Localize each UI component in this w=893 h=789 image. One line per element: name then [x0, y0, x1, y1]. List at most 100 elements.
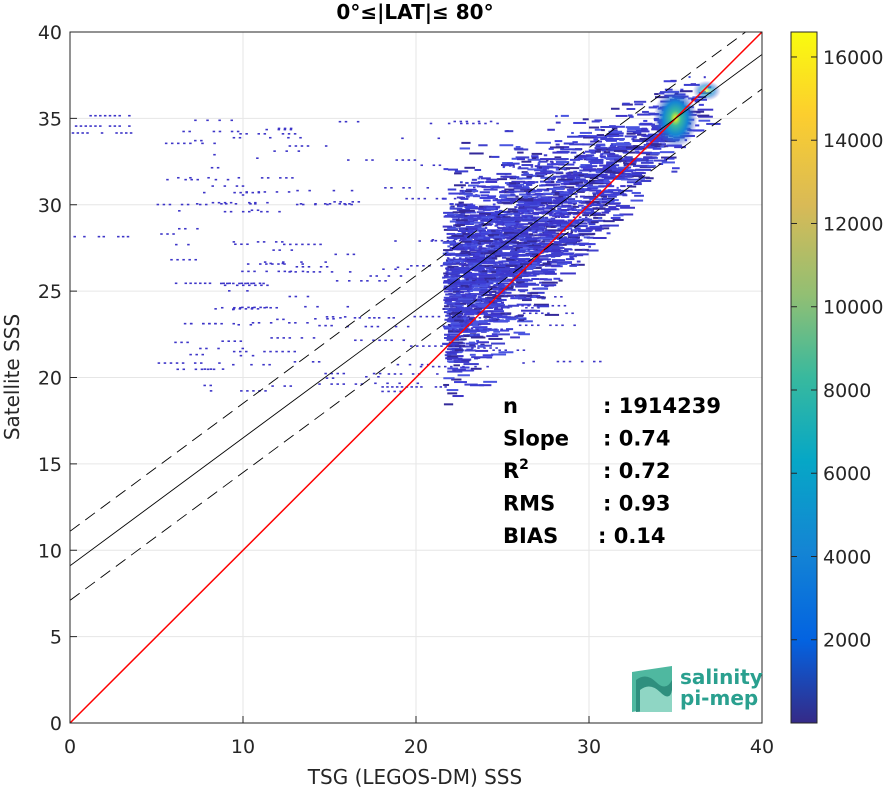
density-bin: [639, 177, 646, 180]
density-bin: [447, 392, 458, 395]
density-bin: [551, 163, 565, 166]
density-bin: [244, 282, 247, 285]
density-bin: [507, 234, 513, 237]
density-bin: [475, 349, 489, 352]
density-bin: [426, 187, 430, 189]
density-bin: [551, 208, 556, 211]
density-bin: [289, 385, 293, 387]
density-bin: [640, 161, 654, 164]
density-bin: [338, 203, 341, 205]
density-bin: [592, 193, 597, 196]
density-bin: [607, 155, 622, 158]
density-bin: [282, 261, 285, 263]
density-bin: [213, 153, 216, 156]
density-bin: [293, 133, 297, 135]
density-bin: [482, 354, 494, 357]
density-bin: [573, 173, 589, 176]
density-bin: [582, 248, 585, 251]
density-bin: [627, 178, 642, 181]
density-bin: [175, 243, 178, 246]
density-bin: [330, 324, 333, 327]
density-bin: [488, 250, 498, 253]
density-bin: [532, 188, 536, 191]
density-bin: [570, 151, 577, 154]
density-bin: [527, 304, 530, 307]
density-bin: [552, 175, 567, 178]
density-bin: [508, 316, 515, 319]
density-bin: [567, 202, 578, 205]
density-bin: [533, 246, 549, 249]
density-bin: [241, 306, 244, 309]
density-bin: [694, 100, 700, 103]
density-bin: [524, 212, 529, 215]
density-bin: [125, 132, 128, 134]
density-bin: [470, 367, 482, 370]
density-bin: [324, 261, 327, 263]
density-bin: [641, 123, 652, 126]
density-bin: [464, 328, 467, 331]
density-bin: [522, 299, 532, 302]
density-bin: [485, 226, 488, 229]
density-bin: [521, 242, 524, 244]
density-bin: [527, 158, 541, 161]
density-bin: [549, 160, 554, 163]
density-bin: [513, 147, 524, 150]
density-bin: [210, 166, 214, 169]
density-bin: [551, 304, 555, 307]
density-bin: [410, 386, 413, 388]
density-bin: [547, 128, 555, 131]
density-bin: [525, 285, 529, 288]
density-bin: [617, 166, 626, 169]
density-bin: [454, 360, 470, 363]
density-bin: [478, 278, 485, 281]
stat-value: : 1914239: [603, 394, 721, 418]
density-bin: [531, 234, 539, 237]
density-bin: [465, 120, 469, 123]
density-bin: [613, 171, 624, 174]
density-bin: [518, 324, 522, 327]
density-bin: [251, 354, 255, 357]
density-bin: [613, 214, 624, 217]
density-bin: [460, 317, 463, 319]
density-bin: [239, 354, 243, 357]
density-bin: [288, 145, 292, 147]
density-bin: [634, 159, 637, 162]
density-bin: [638, 145, 645, 148]
density-bin: [506, 306, 510, 309]
density-bin: [578, 158, 583, 161]
density-bin: [641, 139, 646, 142]
density-bin: [323, 203, 327, 205]
density-bin: [477, 266, 485, 269]
density-bin: [524, 200, 532, 203]
density-bin: [484, 277, 496, 280]
density-bin: [479, 270, 488, 273]
density-bin: [464, 166, 476, 169]
density-bin: [588, 182, 604, 185]
density-bin: [233, 306, 236, 309]
density-bin: [569, 176, 575, 179]
density-bin: [516, 219, 520, 222]
density-bin: [260, 284, 263, 287]
density-bin: [499, 273, 515, 276]
density-bin: [483, 188, 498, 191]
density-bin: [607, 195, 617, 198]
density-bin: [604, 147, 616, 150]
density-bin: [479, 291, 492, 294]
density-bin: [381, 390, 384, 393]
density-bin: [468, 292, 471, 295]
density-bin: [459, 196, 466, 199]
density-bin: [499, 191, 505, 194]
density-bin: [589, 162, 599, 165]
density-bin: [257, 322, 261, 324]
density-bin: [588, 160, 604, 163]
density-bin: [420, 363, 424, 366]
density-bin: [374, 382, 377, 385]
density-bin: [577, 229, 593, 232]
density-bin: [477, 305, 489, 308]
x-tick-label: 40: [750, 736, 774, 758]
density-bin: [274, 241, 278, 243]
density-bin: [506, 213, 513, 216]
density-bin: [486, 178, 499, 181]
density-bin: [671, 167, 680, 170]
density-bin: [571, 178, 577, 181]
